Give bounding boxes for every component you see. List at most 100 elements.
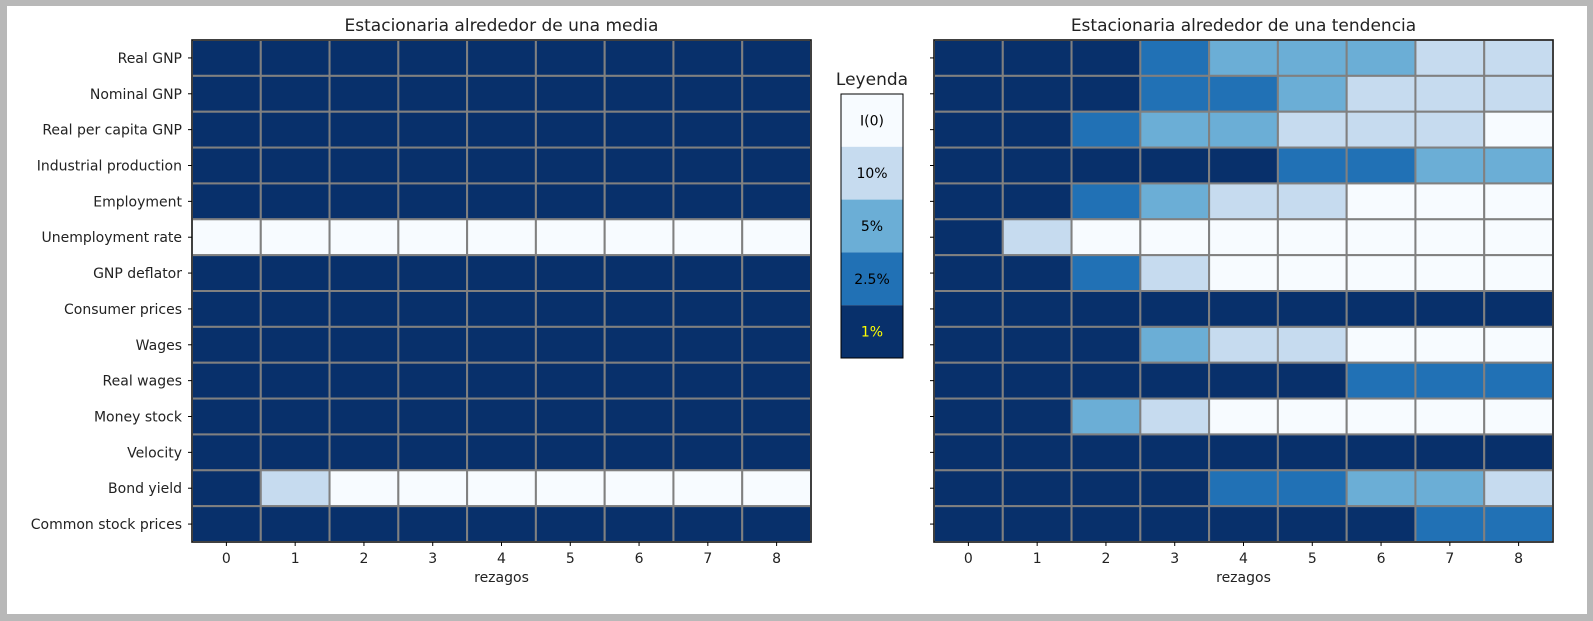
panel1-heatmap-cell: [466, 254, 537, 292]
panel2-heatmap-cell: [1208, 361, 1279, 400]
panel2-heatmap-cell: [933, 74, 1004, 113]
panel1-x-tick-label: 6: [635, 551, 644, 567]
panel1-heatmap-cell: [466, 433, 537, 472]
panel1-heatmap-cell: [603, 218, 675, 257]
panel2-heatmap-cell: [1139, 325, 1211, 364]
panel2-x-tick-label: 3: [1170, 551, 1179, 567]
panel1-heatmap-cell: [397, 146, 469, 185]
panel1-heatmap-cell: [534, 39, 606, 77]
panel1-heatmap-cell: [328, 325, 400, 364]
panel1-chart-title: Estacionaria alrededor de una media: [345, 16, 659, 36]
panel1-heatmap-cell: [397, 290, 469, 328]
panel2-heatmap-cell: [933, 146, 1004, 185]
panel2-chart-title: Estacionaria alrededor de una tendencia: [1071, 16, 1416, 36]
panel1-heatmap-cell: [534, 110, 606, 149]
panel1-x-tick-label: 5: [566, 551, 575, 567]
panel2-heatmap-cell: [1139, 182, 1211, 221]
panel2-heatmap-cell: [1070, 361, 1142, 400]
panel2-heatmap-cell: [1483, 290, 1554, 328]
panel1-heatmap-cell: [672, 182, 744, 221]
panel2-heatmap-cell: [1483, 469, 1554, 508]
panel2-heatmap-cell: [1208, 146, 1279, 185]
panel2-heatmap-cell: [1345, 182, 1417, 221]
panel1-x-tick-label: 1: [291, 551, 300, 567]
panel2-heatmap-cell: [933, 361, 1004, 400]
panel1-heatmap-cell: [741, 397, 813, 436]
panel1-heatmap-cell: [191, 146, 262, 185]
panel2-heatmap-cell: [1139, 397, 1211, 436]
panel1-heatmap-cell: [672, 218, 744, 257]
panel1-heatmap-cell: [741, 146, 813, 185]
panel1-y-tick-label: Consumer prices: [64, 302, 182, 318]
panel1-heatmap-cell: [191, 182, 262, 221]
panel1-heatmap-cell: [191, 361, 262, 400]
legend-swatch: [841, 94, 903, 147]
panel1-heatmap-cell: [466, 218, 537, 257]
panel2-heatmap-cell: [1345, 218, 1417, 257]
panel1-heatmap-cell: [672, 397, 744, 436]
panel1-heatmap-cell: [534, 397, 606, 436]
panel2-heatmap-cell: [1276, 182, 1348, 221]
panel1-heatmap-cell: [328, 218, 400, 257]
panel2-heatmap-cell: [1139, 290, 1211, 328]
panel2-heatmap-cell: [1001, 433, 1073, 472]
panel2-heatmap-cell: [1070, 182, 1142, 221]
legend-label: 1%: [861, 325, 883, 341]
panel1-y-tick-label: Industrial production: [37, 159, 182, 175]
panel1-y-tick-label: Employment: [93, 194, 182, 210]
panel2-heatmap-cell: [933, 254, 1004, 292]
panel1-heatmap-cell: [603, 74, 675, 113]
chart-figure: Estacionaria alrededor de una media 0 1 2 3 4…: [31, 16, 1554, 586]
panel1-heatmap-cell: [259, 254, 331, 292]
panel1-heatmap-cell: [603, 146, 675, 185]
panel1-heatmap-cell: [603, 254, 675, 292]
panel1-heatmap-cell: [191, 505, 262, 543]
panel1-heatmap-cell: [259, 39, 331, 77]
legend-title: Leyenda: [836, 70, 908, 90]
panel2-heatmap-cell: [933, 505, 1004, 543]
panel1-heatmap-cell: [328, 469, 400, 508]
panel2-heatmap-cell: [1414, 254, 1486, 292]
legend-swatch: [841, 199, 903, 253]
panel1-heatmap-cell: [397, 325, 469, 364]
panel1-heatmap-cell: [191, 469, 262, 508]
panel1-heatmap-cell: [328, 397, 400, 436]
legend-label: I(0): [860, 113, 884, 129]
panel1-heatmap-cell: [328, 505, 400, 543]
panel2-heatmap-cell: [1414, 74, 1486, 113]
panel2-heatmap-cell: [1276, 146, 1348, 185]
panel2-heatmap-cell: [1483, 325, 1554, 364]
panel1-heatmap-cell: [603, 110, 675, 149]
panel1-heatmap-cell: [534, 218, 606, 257]
panel1-heatmap-cell: [191, 325, 262, 364]
panel2-heatmap-cell: [1483, 218, 1554, 257]
panel1-heatmap-cell: [466, 182, 537, 221]
panel1-heatmap-cell: [672, 39, 744, 77]
panel2-heatmap-cell: [1483, 39, 1554, 77]
panel2-heatmap-cell: [1001, 254, 1073, 292]
panel2-heatmap-cell: [1414, 469, 1486, 508]
panel1-y-tick-label: Wages: [136, 338, 182, 354]
panel2-heatmap-cell: [1483, 505, 1554, 543]
panel1-heatmap-cell: [603, 182, 675, 221]
panel1-heatmap-cell: [466, 505, 537, 543]
panel1-heatmap-cell: [672, 325, 744, 364]
panel1-heatmap-cell: [741, 469, 813, 508]
panel2-heatmap-cell: [1001, 110, 1073, 149]
legend-swatch: [841, 252, 903, 306]
panel2-heatmap-cell: [1001, 74, 1073, 113]
panel1-heatmap-cell: [603, 290, 675, 328]
panel1-heatmap-cell: [397, 39, 469, 77]
panel1-y-tick-label: Money stock: [94, 410, 183, 426]
panel1-y-tick-label: Real wages: [103, 374, 182, 390]
panel2-heatmap-cell: [1070, 433, 1142, 472]
panel2-heatmap-cell: [1414, 110, 1486, 149]
panel2-heatmap-cell: [1070, 110, 1142, 149]
panel2-heatmap-cell: [1139, 218, 1211, 257]
panel2-heatmap-cell: [1208, 182, 1279, 221]
panel2-heatmap-cell: [1001, 325, 1073, 364]
panel2-heatmap-cell: [1139, 433, 1211, 472]
panel1-heatmap-cell: [259, 146, 331, 185]
panel2-heatmap-cell: [1208, 397, 1279, 436]
panel1-heatmap-cell: [466, 110, 537, 149]
